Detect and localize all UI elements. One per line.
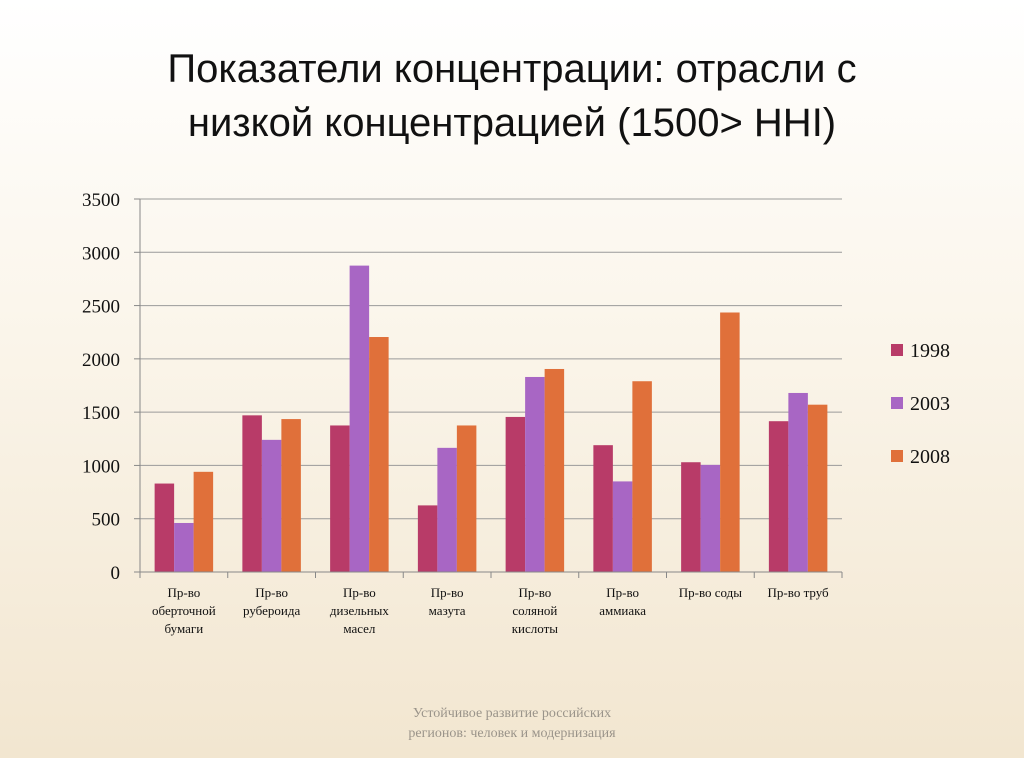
bar-2008-2: [281, 419, 301, 572]
x-category-label-line: соляной: [512, 603, 557, 618]
x-category-label-line: Пр-во: [518, 585, 551, 600]
bar-2008-1: [193, 471, 214, 572]
x-category-label: Пр-во дизельных масел: [330, 585, 390, 636]
bar-2008-5: [544, 368, 565, 572]
legend-label-1998[interactable]: 1998: [910, 340, 950, 362]
x-category-label: Пр-во соляной кислоты: [512, 585, 559, 636]
bar-2003-8: [788, 392, 808, 572]
bar-2003-6: [612, 481, 633, 572]
bars: [154, 265, 828, 572]
x-category-label-line: бумаги: [165, 621, 204, 636]
bar-2003-4: [437, 447, 457, 572]
bar-1998-1: [154, 483, 175, 572]
x-category-label-line: Пр-во: [343, 585, 376, 600]
x-category-label-line: рубероида: [243, 603, 300, 618]
y-tick-label: 3000: [82, 243, 120, 264]
bar-1998-4: [417, 505, 438, 572]
y-tick-label: 0: [111, 563, 121, 584]
bar-2003-1: [174, 522, 194, 572]
bar-2008-4: [456, 425, 477, 572]
x-category-label-line: масел: [343, 621, 376, 636]
y-tick-label: 2000: [82, 350, 120, 371]
x-category-label: Пр-во мазута: [429, 585, 466, 618]
y-tick-label: 500: [92, 510, 121, 531]
x-category-label: Пр-во оберточной бумаги: [152, 585, 216, 636]
x-category-label-line: кислоты: [512, 621, 559, 636]
footer-line-2: регионов: человек и модернизация: [408, 726, 616, 741]
legend-swatch-2008[interactable]: [891, 450, 903, 462]
bar-2003-5: [525, 376, 545, 572]
bar-2003-2: [261, 439, 282, 572]
x-category-label-line: Пр-во труб: [768, 585, 830, 600]
bar-2008-3: [369, 337, 389, 572]
bar-1998-5: [505, 416, 526, 572]
x-category-label-line: аммиака: [599, 603, 646, 618]
legend-swatch-1998[interactable]: [891, 344, 903, 356]
x-category-label: Пр-во аммиака: [599, 585, 646, 618]
x-category-label-line: оберточной: [152, 603, 216, 618]
y-tick-label: 3500: [82, 190, 120, 211]
bar-2008-8: [807, 404, 828, 572]
axes: [134, 198, 843, 578]
y-tick-label: 1500: [82, 403, 120, 424]
bar-2003-7: [700, 464, 721, 572]
x-category-label: Пр-во соды: [679, 585, 743, 600]
y-axis-ticks: 0 500 1000 1500 2000 2500 3000 3500: [82, 190, 120, 584]
bar-2003-3: [349, 265, 370, 572]
bar-2008-6: [632, 381, 652, 572]
y-tick-label: 2500: [82, 297, 120, 318]
x-category-label-line: Пр-во: [606, 585, 639, 600]
slide-title-line-2: низкой концентрацией (1500> HHI): [187, 101, 837, 145]
bar-1998-3: [330, 425, 350, 572]
bar-1998-6: [593, 445, 613, 572]
x-category-label-line: Пр-во: [255, 585, 288, 600]
x-category-label-line: Пр-во: [431, 585, 464, 600]
slide-title-line-1: Показатели концентрации: отрасли с: [167, 47, 857, 91]
legend[interactable]: 1998 2003 2008: [891, 340, 950, 468]
x-category-label: Пр-во рубероида: [243, 585, 300, 618]
legend-label-2008[interactable]: 2008: [910, 446, 950, 468]
x-category-label: Пр-во труб: [768, 585, 830, 600]
bar-1998-7: [681, 462, 701, 572]
y-tick-label: 1000: [82, 456, 120, 477]
legend-label-2003[interactable]: 2003: [910, 393, 950, 415]
legend-swatch-2003[interactable]: [891, 397, 903, 409]
x-category-label-line: Пр-во: [167, 585, 200, 600]
bar-1998-2: [242, 415, 262, 572]
x-category-label-line: дизельных: [330, 603, 390, 618]
x-category-label-line: Пр-во соды: [679, 585, 743, 600]
x-category-label-line: мазута: [429, 603, 466, 618]
slide-footer: Устойчивое развитие российских регионов:…: [312, 704, 712, 744]
bar-2008-7: [720, 312, 740, 572]
footer-line-1: Устойчивое развитие российских: [412, 706, 612, 721]
bar-1998-8: [768, 421, 789, 572]
slide-title: Показатели концентрации: отрасли с низко…: [60, 42, 964, 150]
